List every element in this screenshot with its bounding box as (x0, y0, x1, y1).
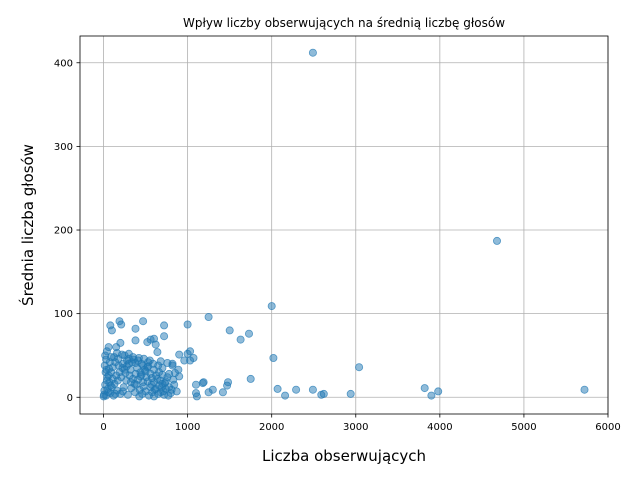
data-point (160, 379, 169, 388)
y-tick-label: 0 (67, 393, 73, 404)
x-tick-label: 6000 (595, 422, 620, 433)
data-point (144, 362, 153, 371)
y-tick-label: 200 (54, 226, 73, 237)
data-point (124, 354, 133, 363)
plot-frame (79, 35, 609, 415)
data-point (172, 387, 181, 396)
data-point (273, 384, 282, 393)
data-point (580, 385, 589, 394)
x-tick-label: 4000 (427, 422, 452, 433)
data-point (175, 372, 184, 381)
data-point (183, 320, 192, 329)
y-tick-label: 400 (54, 58, 73, 69)
chart-title: Wpływ liczby obserwujących na średnią li… (183, 16, 505, 30)
data-point (244, 329, 253, 338)
data-point (108, 374, 117, 383)
data-point (434, 387, 443, 396)
data-point (102, 391, 111, 400)
data-point (135, 392, 144, 401)
data-point (151, 340, 160, 349)
y-tick-label: 100 (54, 309, 73, 320)
data-point (218, 388, 227, 397)
data-point (131, 358, 140, 367)
data-point (104, 343, 113, 352)
x-axis-label: Liczba obserwujących (262, 447, 426, 465)
data-point (170, 380, 179, 389)
x-tick-label: 1000 (175, 422, 200, 433)
x-tick-label: 3000 (343, 422, 368, 433)
data-point (152, 371, 161, 380)
data-point (198, 379, 207, 388)
data-point (168, 361, 177, 370)
data-point (139, 317, 148, 326)
data-point (118, 350, 127, 359)
data-point (107, 353, 116, 362)
data-point (420, 384, 429, 393)
data-point (236, 335, 245, 344)
data-point (131, 336, 140, 345)
y-axis: 0 100 200 300 400 (54, 58, 80, 404)
data-point (223, 381, 232, 390)
data-point (105, 364, 114, 373)
data-point (292, 385, 301, 394)
x-tick-label: 2000 (259, 422, 284, 433)
data-point (160, 332, 169, 341)
data-point (164, 391, 173, 400)
y-tick-label: 300 (54, 142, 73, 153)
data-point (106, 381, 115, 390)
data-point (153, 348, 162, 357)
data-point (492, 236, 501, 245)
data-point (175, 350, 184, 359)
data-point (154, 389, 163, 398)
data-point (225, 326, 234, 335)
data-point (131, 324, 140, 333)
data-point (204, 388, 213, 397)
x-axis: 0 1000 2000 3000 4000 5000 6000 (100, 414, 621, 433)
data-point (107, 326, 116, 335)
data-point (192, 392, 201, 401)
data-point (355, 363, 364, 372)
y-axis-label: Średnia liczba głosów (18, 144, 37, 306)
data-point (281, 391, 290, 400)
data-point (186, 356, 195, 365)
grid-lines (80, 36, 609, 414)
data-point (427, 391, 436, 400)
data-point (191, 380, 200, 389)
data-point (308, 385, 317, 394)
x-tick-label: 5000 (511, 422, 536, 433)
data-point (319, 389, 328, 398)
data-point (111, 389, 120, 398)
data-point (346, 389, 355, 398)
data-point (267, 302, 276, 311)
data-point (117, 320, 126, 329)
data-point (160, 321, 169, 330)
data-point (143, 338, 152, 347)
x-tick-label: 0 (100, 422, 106, 433)
data-point (308, 48, 317, 57)
data-point (204, 312, 213, 321)
data-points (99, 48, 589, 401)
data-point (123, 390, 132, 399)
data-point (246, 374, 255, 383)
data-point (269, 353, 278, 362)
